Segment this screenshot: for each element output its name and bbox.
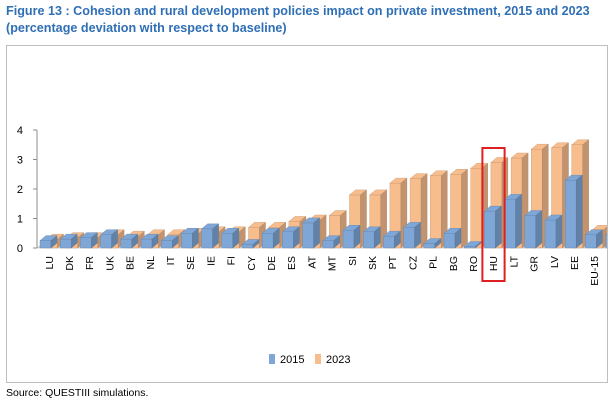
bar-2015-si	[342, 224, 361, 249]
y-tick-label: 1	[17, 214, 23, 226]
bar-2015-lu	[39, 235, 58, 249]
bar-2015-lt	[504, 193, 523, 249]
x-tick-label-gr: GR	[529, 256, 541, 272]
bar-chart: 0 1 2 3 4 LU DK FR UK BE NL IT SE IE FI CY DE ES AT MT SI SK…	[17, 125, 614, 366]
bar-2015-it	[160, 235, 179, 249]
x-tick-label-bg: BG	[448, 256, 460, 271]
x-tick-label-cz: CZ	[407, 255, 419, 270]
bar-2015-fi	[221, 227, 240, 249]
x-tick-label-fr: FR	[84, 256, 96, 270]
bar-2015-eu-15	[584, 229, 603, 249]
legend-swatch-2023	[315, 354, 321, 364]
chart-frame: 0 1 2 3 4 LU DK FR UK BE NL IT SE IE FI CY DE ES AT MT SI SK…	[6, 45, 614, 383]
x-tick-label-at: AT	[306, 255, 318, 268]
bar-2015-ro	[463, 241, 482, 249]
highlight-box-hu	[481, 147, 506, 282]
x-tick-label-lt: LT	[508, 255, 520, 267]
figure-title-line2: (percentage deviation with respect to ba…	[6, 21, 287, 35]
bar-2015-gr	[524, 210, 543, 249]
source-note: Source: QUESTIII simulations.	[6, 387, 149, 399]
x-tick-label-es: ES	[286, 256, 298, 270]
x-tick-label-sk: SK	[367, 256, 379, 270]
x-tick-label-eu-15: EU-15	[589, 256, 601, 286]
bar-2015-ie	[201, 223, 220, 249]
bar-2023-cz	[409, 173, 428, 249]
x-tick-label-be: BE	[125, 256, 137, 270]
x-tick-label-uk: UK	[104, 256, 116, 271]
bar-2023-mt	[328, 210, 347, 249]
bar-2015-uk	[100, 229, 119, 249]
bar-2015-hu	[483, 205, 502, 249]
x-tick-label-ro: RO	[468, 256, 480, 272]
x-tick-label-mt: MT	[327, 255, 339, 271]
x-tick-label-lv: LV	[549, 256, 561, 268]
x-tick-label-pl: PL	[428, 256, 440, 269]
bar-2015-sk	[362, 226, 381, 249]
x-tick-label-dk: DK	[64, 256, 76, 271]
y-tick-label: 3	[17, 155, 23, 167]
bar-2015-bg	[443, 227, 462, 249]
bar-2015-dk	[59, 233, 78, 249]
bar-2015-de	[261, 227, 280, 249]
legend-label-2023: 2023	[326, 354, 350, 366]
x-tick-label-cy: CY	[246, 256, 258, 271]
bar-2023-sk	[369, 189, 388, 249]
x-tick-label-de: DE	[266, 256, 278, 271]
x-tick-label-pt: PT	[387, 255, 399, 269]
x-tick-label-hu: HU	[488, 256, 500, 271]
bar-2015-cy	[241, 239, 260, 249]
bar-2015-cz	[403, 221, 422, 249]
x-tick-label-se: SE	[185, 256, 197, 270]
bar-2023-bg	[449, 168, 469, 249]
bar-2015-ee	[564, 174, 583, 249]
y-tick-label: 0	[17, 243, 23, 255]
figure-title-line1: Figure 13 : Cohesion and rural developme…	[6, 4, 590, 18]
legend-swatch-2015	[269, 354, 275, 364]
y-tick-label: 4	[17, 125, 23, 137]
bar-2015-fr	[79, 232, 98, 249]
bar-2015-es	[281, 226, 300, 249]
bar-2015-lv	[544, 214, 563, 249]
x-tick-label-ee: EE	[569, 256, 581, 270]
x-tick-label-ie: IE	[205, 256, 217, 266]
bar-2015-at	[302, 217, 321, 249]
bar-2023-pl	[429, 170, 448, 249]
x-tick-label-nl: NL	[145, 256, 157, 270]
y-tick-label: 2	[17, 184, 23, 196]
bar-2015-mt	[322, 235, 341, 249]
legend-label-2015: 2015	[280, 354, 304, 366]
bar-2015-pl	[423, 238, 442, 249]
bar-2015-nl	[140, 233, 159, 249]
bar-2015-be	[120, 233, 139, 249]
bar-2015-pt	[382, 230, 401, 249]
figure-title: Figure 13 : Cohesion and rural developme…	[6, 3, 610, 37]
x-tick-label-lu: LU	[44, 256, 56, 269]
x-tick-label-fi: FI	[226, 256, 238, 265]
x-tick-label-it: IT	[165, 255, 177, 265]
bar-2015-se	[180, 227, 199, 249]
x-tick-label-si: SI	[347, 256, 359, 266]
